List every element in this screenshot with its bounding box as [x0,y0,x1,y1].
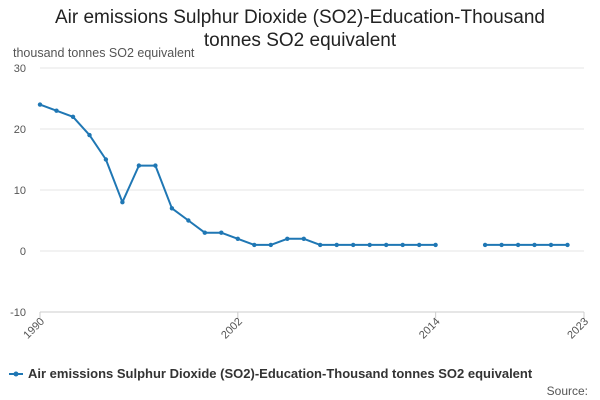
data-point-1993[interactable] [87,132,92,138]
data-point-1991[interactable] [54,108,59,113]
data-point-1997[interactable] [153,163,158,168]
data-point-1994[interactable] [103,157,109,162]
grid-lines [40,67,584,313]
x-tick-label: 2014 [417,316,443,342]
data-point-2001[interactable] [219,230,224,235]
y-tick-label: -10 [10,307,26,319]
data-point-2005[interactable] [285,236,290,241]
y-tick-label: 10 [14,185,26,197]
data-point-2014[interactable] [433,242,438,248]
legend-swatch-marker [13,371,19,377]
data-point-2011[interactable] [384,242,389,248]
data-point-2017[interactable] [482,242,488,248]
y-tick-label: 20 [14,124,26,136]
legend-label: Air emissions Sulphur Dioxide (SO2)-Educ… [28,366,533,381]
data-point-2007[interactable] [318,242,323,248]
chart-title-line-2: tonnes SO2 equivalent [203,30,397,51]
data-point-2013[interactable] [417,242,422,248]
data-point-2010[interactable] [367,242,372,248]
data-point-2021[interactable] [548,242,554,248]
data-point-2009[interactable] [351,242,356,248]
data-point-1995[interactable] [120,200,125,205]
data-point-2000[interactable] [202,230,207,235]
data-point-2004[interactable] [268,242,273,248]
data-point-2019[interactable] [515,242,521,248]
data-point-2003[interactable] [252,242,257,248]
series-layer [37,102,570,248]
data-point-2008[interactable] [334,242,339,248]
legend[interactable]: Air emissions Sulphur Dioxide (SO2)-Educ… [9,366,533,381]
data-point-1999[interactable] [186,218,191,223]
x-axis-ticks: 1990 2002 2014 2023 [21,312,591,341]
data-point-2012[interactable] [400,242,405,248]
data-point-1990[interactable] [37,102,43,107]
data-point-2006[interactable] [301,236,306,241]
x-tick-label: 1990 [21,316,47,342]
data-point-2018[interactable] [499,242,504,248]
source-label: Source: [547,384,588,398]
data-point-2002[interactable] [235,236,240,241]
y-axis-ticks: -10 0 10 20 30 [10,63,26,319]
data-point-1992[interactable] [70,114,76,120]
y-tick-label: 0 [20,246,26,258]
x-tick-label: 2023 [565,316,591,342]
y-tick-label: 30 [14,63,26,75]
series-0 [37,102,570,248]
chart-title: Air emissions Sulphur Dioxide (SO2)-Educ… [0,6,600,52]
data-point-2020[interactable] [532,242,537,248]
data-point-1996[interactable] [136,163,142,168]
chart-title-line-1: Air emissions Sulphur Dioxide (SO2)-Educ… [54,7,545,28]
data-point-2022[interactable] [565,242,570,248]
data-point-1998[interactable] [169,206,175,211]
series-line-segment [39,103,437,246]
y-axis-label: thousand tonnes SO2 equivalent [13,46,195,60]
x-tick-label: 2002 [219,316,245,342]
